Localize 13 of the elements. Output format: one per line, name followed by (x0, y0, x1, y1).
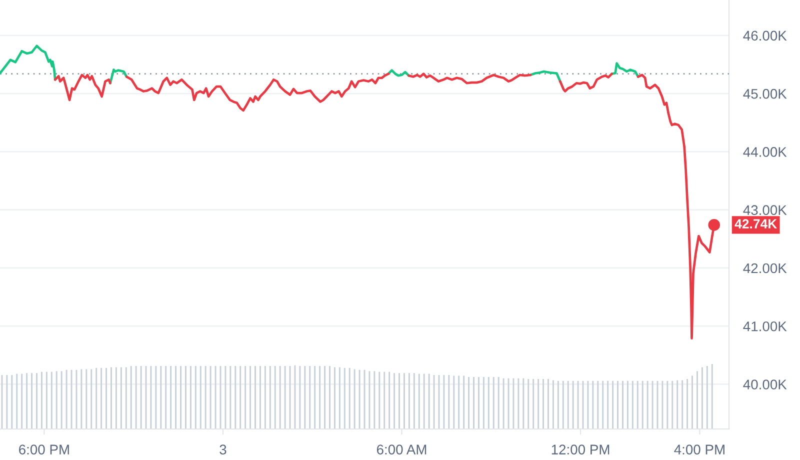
x-tick-label: 12:00 PM (552, 444, 610, 454)
x-tick-label: 3 (220, 444, 226, 454)
y-tick-label: 42.00K (743, 263, 787, 274)
y-tick-label: 45.00K (743, 88, 787, 99)
y-tick-label: 41.00K (743, 321, 787, 332)
y-tick-label: 40.00K (743, 380, 787, 390)
y-tick-label: 46.00K (743, 30, 787, 41)
x-tick-label: 6:00 PM (19, 444, 69, 454)
x-tick-label: 4:00 PM (674, 444, 724, 454)
x-tick-label: 6:00 AM (376, 444, 426, 454)
y-tick-label: 43.00K (743, 205, 787, 216)
y-tick-label: 44.00K (743, 147, 787, 157)
annotation: 42.74K (734, 219, 777, 228)
